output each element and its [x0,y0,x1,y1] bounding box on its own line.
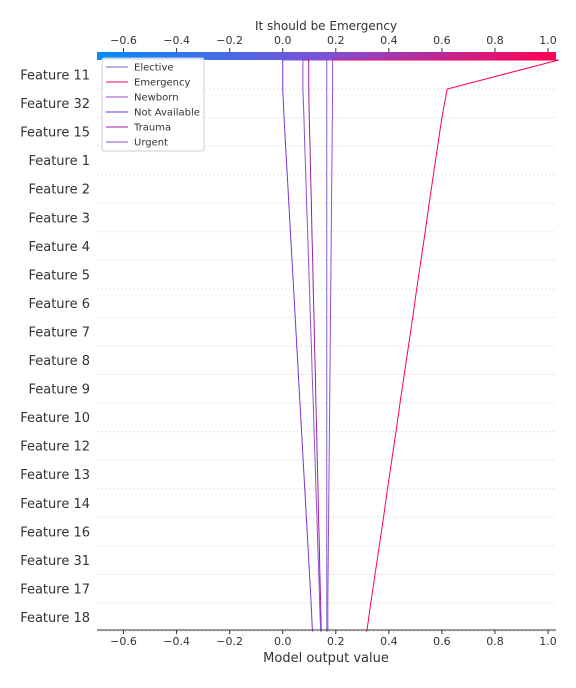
bottom-tick-label: −0.4 [163,635,190,648]
series-line [282,60,313,632]
legend-box [101,57,205,152]
feature-label: Feature 6 [28,297,90,312]
feature-label: Feature 2 [28,183,90,198]
feature-label: Feature 13 [20,468,90,483]
feature-label: Feature 17 [20,582,90,597]
series-line [282,59,322,632]
feature-labels: Feature 11 Feature 32 Feature 15 Feature 1 F… [20,69,90,626]
feature-label: Feature 7 [28,325,90,340]
bottom-tick-label: 0.8 [486,635,504,648]
bottom-tick-label: 0.2 [327,635,345,648]
top-axis: −0.6 −0.4 −0.2 0.0 0.2 0.4 0.6 0.8 1.0 [110,34,557,52]
feature-label: Feature 18 [20,611,90,626]
top-tick-label: 0.8 [486,34,504,47]
series-line [282,59,559,632]
legend-label: Not Available [134,108,200,119]
bottom-tick-label: −0.6 [110,635,137,648]
feature-label: Feature 3 [28,211,90,226]
feature-label: Feature 12 [20,440,90,455]
feature-label: Feature 14 [20,497,90,512]
bottom-tick-label: −0.2 [216,635,243,648]
feature-label: Feature 8 [28,354,90,369]
top-tick-label: 0.2 [327,34,345,47]
feature-label: Feature 10 [20,411,90,426]
feature-label: Feature 11 [20,69,90,84]
top-tick-label: 0.0 [274,34,292,47]
top-tick-label: −0.2 [216,34,243,47]
feature-label: Feature 16 [20,525,90,540]
bottom-tick-label: 0.0 [274,635,292,648]
series-line [282,59,334,632]
legend-label: Emergency [134,78,190,89]
legend-label: Newborn [134,93,179,104]
top-tick-label: −0.6 [110,34,137,47]
feature-label: Feature 5 [28,268,90,283]
top-tick-label: 1.0 [539,34,557,47]
bottom-tick-label: 0.6 [433,635,451,648]
colorbar [97,52,556,60]
bottom-tick-label: 0.4 [380,635,398,648]
series-line [282,59,322,632]
top-tick-label: −0.4 [163,34,190,47]
feature-label: Feature 15 [20,126,90,141]
series-line [282,59,328,632]
bottom-tick-label: 1.0 [539,635,557,648]
top-tick-label: 0.6 [433,34,451,47]
top-tick-label: 0.4 [380,34,398,47]
x-axis-label: Model output value [263,651,389,666]
feature-label: Feature 32 [20,97,90,112]
legend-label: Urgent [134,138,168,149]
chart-title: It should be Emergency [255,19,397,33]
feature-label: Feature 31 [20,554,90,569]
legend: Elective Emergency Newborn Not Available Tra… [101,57,205,152]
feature-label: Feature 9 [28,383,90,398]
legend-label: Trauma [133,123,171,134]
feature-label: Feature 1 [28,154,90,169]
bottom-axis: −0.6 −0.4 −0.2 0.0 0.2 0.4 0.6 0.8 1.0 [110,630,557,648]
feature-label: Feature 4 [28,240,90,255]
series-lines [282,59,559,632]
legend-label: Elective [134,63,174,74]
